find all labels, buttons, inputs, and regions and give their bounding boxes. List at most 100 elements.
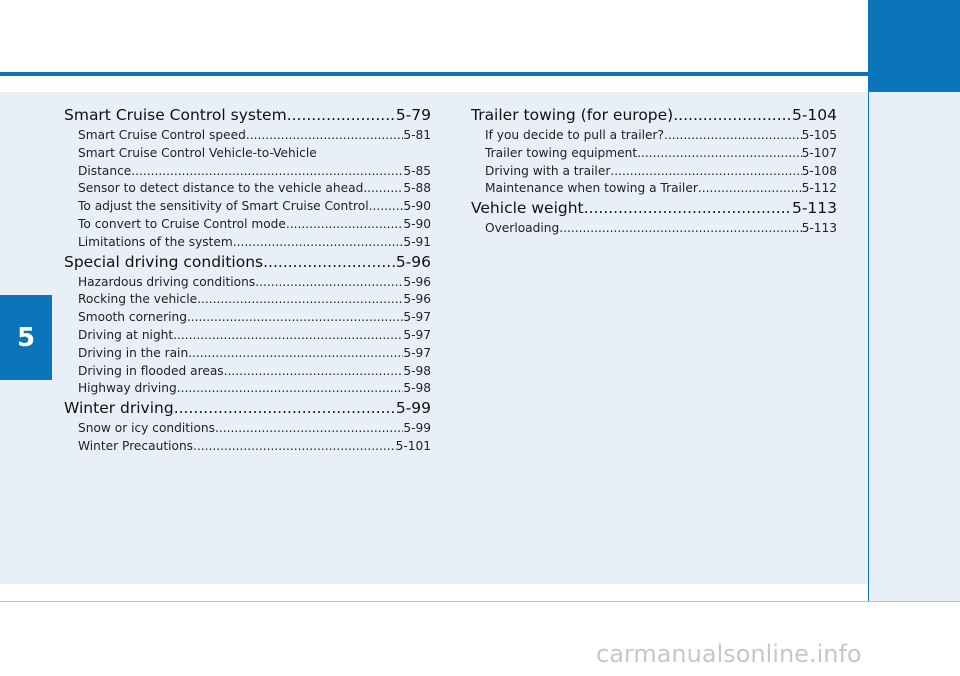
toc-entry[interactable]: Overloading 5-113 bbox=[471, 221, 837, 239]
toc-entry[interactable]: Sensor to detect distance to the vehicle… bbox=[64, 181, 431, 199]
watermark: carmanualsonline.info bbox=[596, 640, 862, 668]
toc-entry[interactable]: Trailer towing equipment 5-107 bbox=[471, 146, 837, 164]
dot-leader bbox=[233, 235, 404, 249]
dot-leader bbox=[637, 146, 801, 160]
toc-page-number: 5-85 bbox=[403, 163, 431, 178]
toc-title: Smart Cruise Control system bbox=[64, 106, 287, 124]
toc-section[interactable]: Trailer towing (for europe) 5-104 bbox=[471, 106, 837, 128]
dot-leader bbox=[246, 128, 403, 142]
corner-tab bbox=[868, 0, 960, 92]
toc-page-number: 5-90 bbox=[403, 216, 431, 231]
toc-entry[interactable]: Highway driving 5-98 bbox=[64, 381, 431, 399]
toc-page-number: 5-105 bbox=[801, 128, 837, 142]
toc-page-number: 5-81 bbox=[403, 128, 431, 142]
toc-section[interactable]: Smart Cruise Control system 5-79 bbox=[64, 106, 431, 128]
side-margin bbox=[868, 92, 960, 602]
toc-title: Maintenance when towing a Trailer bbox=[485, 181, 698, 196]
dot-leader bbox=[174, 399, 396, 417]
toc-entry-continued: Smart Cruise Control Vehicle-to-Vehicle bbox=[78, 145, 317, 160]
dot-leader bbox=[584, 199, 792, 217]
toc-page-number: 5-107 bbox=[801, 145, 837, 160]
toc-title: Limitations of the system bbox=[78, 234, 233, 249]
toc-right-column: Trailer towing (for europe) 5-104 If you d… bbox=[471, 106, 837, 239]
toc-entry[interactable]: To adjust the sensitivity of Smart Cruis… bbox=[64, 199, 431, 217]
toc-page-number: 5-96 bbox=[403, 274, 431, 289]
dot-leader bbox=[187, 310, 403, 324]
toc-entry[interactable]: Driving at night 5-97 bbox=[64, 328, 431, 346]
toc-title: If you decide to pull a trailer? bbox=[485, 128, 665, 142]
toc-page-number: 5-97 bbox=[403, 345, 431, 360]
toc-entry[interactable]: Driving in flooded areas 5-98 bbox=[64, 364, 431, 382]
toc-entry[interactable]: Smooth cornering 5-97 bbox=[64, 310, 431, 328]
toc-title: Rocking the vehicle bbox=[78, 292, 198, 307]
dot-leader bbox=[363, 181, 403, 195]
toc-entry[interactable]: Distance 5-85 bbox=[64, 164, 431, 182]
toc-page-number: 5-99 bbox=[395, 399, 431, 418]
dot-leader bbox=[698, 181, 802, 195]
toc-title: Driving in flooded areas bbox=[78, 363, 224, 378]
dot-leader bbox=[173, 328, 403, 342]
toc-title: Sensor to detect distance to the vehicle… bbox=[78, 181, 364, 196]
toc-page-number: 5-112 bbox=[801, 181, 837, 196]
toc-entry[interactable]: Maintenance when towing a Trailer 5-112 bbox=[471, 181, 837, 199]
toc-title: Winter driving bbox=[64, 399, 174, 418]
toc-title: To adjust the sensitivity of Smart Cruis… bbox=[78, 199, 369, 214]
footer-rule bbox=[0, 601, 960, 602]
toc-title: Vehicle weight bbox=[471, 199, 584, 218]
dot-leader bbox=[263, 253, 396, 271]
dot-leader bbox=[664, 128, 802, 142]
toc-title: Overloading bbox=[485, 221, 560, 236]
toc-entry[interactable]: Limitations of the system 5-91 bbox=[64, 235, 431, 253]
header-rule bbox=[0, 72, 868, 76]
dot-leader bbox=[188, 346, 403, 360]
toc-section[interactable]: Winter driving 5-99 bbox=[64, 399, 431, 421]
dot-leader bbox=[255, 275, 403, 289]
toc-entry[interactable]: Snow or icy conditions 5-99 bbox=[64, 421, 431, 439]
dot-leader bbox=[193, 439, 396, 453]
dot-leader bbox=[197, 292, 403, 306]
dot-leader bbox=[559, 221, 801, 235]
toc-page-number: 5-79 bbox=[395, 106, 431, 124]
toc-page-number: 5-98 bbox=[403, 381, 431, 396]
toc-title: Driving in the rain bbox=[78, 345, 189, 360]
toc-section[interactable]: Vehicle weight 5-113 bbox=[471, 199, 837, 221]
toc-entry[interactable]: Driving in the rain 5-97 bbox=[64, 346, 431, 364]
toc-page-number: 5-104 bbox=[791, 106, 837, 124]
toc-title: Highway driving bbox=[78, 381, 177, 396]
toc-title: Driving at night bbox=[78, 327, 174, 342]
toc-page-number: 5-108 bbox=[801, 163, 837, 178]
toc-title: Smart Cruise Control speed bbox=[78, 128, 246, 142]
toc-title: Distance bbox=[78, 163, 132, 178]
toc-page-number: 5-88 bbox=[403, 181, 431, 196]
toc-title: To convert to Cruise Control mode bbox=[78, 216, 286, 231]
toc-page-number: 5-113 bbox=[801, 221, 837, 236]
toc-entry[interactable]: Rocking the vehicle 5-96 bbox=[64, 292, 431, 310]
toc-page-number: 5-97 bbox=[403, 327, 431, 342]
chapter-tab[interactable]: 5 bbox=[0, 295, 52, 380]
toc-entry[interactable]: Winter Precautions 5-101 bbox=[64, 439, 431, 457]
toc-entry[interactable]: Hazardous driving conditions 5-96 bbox=[64, 275, 431, 293]
dot-leader bbox=[610, 164, 801, 178]
dot-leader bbox=[286, 217, 403, 231]
toc-page-number: 5-91 bbox=[403, 234, 431, 249]
toc-entry[interactable]: Smart Cruise Control speed 5-81 bbox=[64, 128, 431, 146]
dot-leader bbox=[215, 421, 403, 435]
toc-page-number: 5-101 bbox=[395, 438, 431, 453]
toc-title: Special driving conditions bbox=[64, 252, 264, 271]
dot-leader bbox=[131, 164, 403, 178]
dot-leader bbox=[177, 381, 404, 395]
toc-title: Hazardous driving conditions bbox=[78, 274, 256, 289]
toc-title: Trailer towing (for europe) bbox=[471, 106, 674, 124]
toc-entry[interactable]: To convert to Cruise Control mode 5-90 bbox=[64, 217, 431, 235]
toc-title: Snow or icy conditions bbox=[78, 421, 215, 436]
dot-leader bbox=[673, 106, 792, 124]
toc-entry[interactable]: If you decide to pull a trailer? 5-105 bbox=[471, 128, 837, 146]
toc-entry[interactable]: Driving with a trailer 5-108 bbox=[471, 164, 837, 182]
toc-page-number: 5-98 bbox=[403, 363, 431, 378]
dot-leader bbox=[287, 106, 396, 124]
toc-title: Winter Precautions bbox=[78, 438, 194, 453]
toc-section[interactable]: Special driving conditions 5-96 bbox=[64, 253, 431, 275]
toc-page-number: 5-90 bbox=[403, 199, 431, 214]
toc-page-number: 5-97 bbox=[403, 310, 431, 325]
